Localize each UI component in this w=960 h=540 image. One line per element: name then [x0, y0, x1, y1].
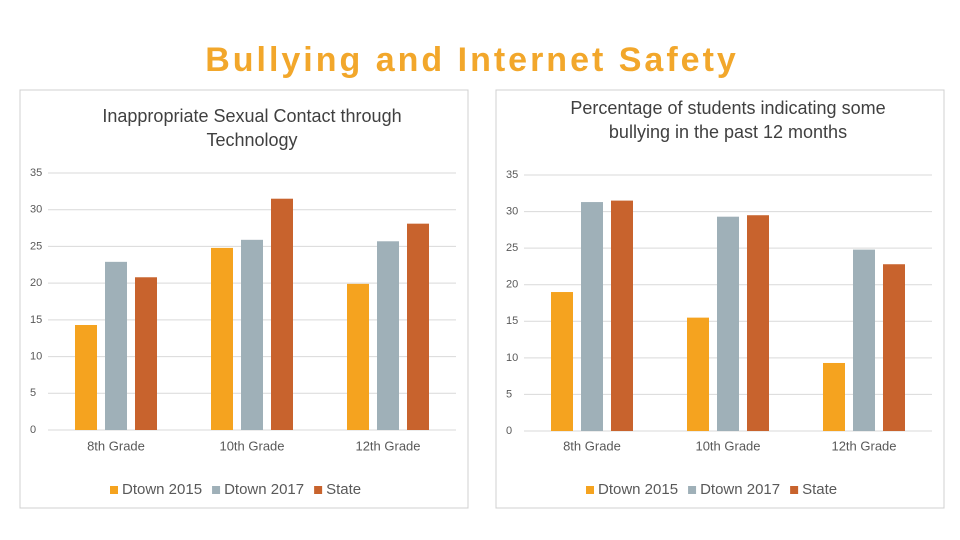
legend-label: Dtown 2015 [598, 481, 678, 498]
y-tick-label: 30 [506, 205, 518, 217]
bar [853, 249, 875, 431]
x-tick-label: 8th Grade [563, 438, 621, 453]
bar [347, 283, 369, 430]
legend-swatch [110, 486, 118, 494]
chart-title: Percentage of students indicating some b… [570, 98, 886, 142]
legend-swatch [212, 486, 221, 494]
x-tick-label: 8th Grade [87, 438, 145, 453]
x-tick-label: 10th Grade [695, 438, 760, 453]
y-tick-label: 15 [506, 315, 518, 327]
x-tick-label: 10th Grade [219, 438, 284, 453]
legend-label: Dtown 2017 [700, 481, 780, 498]
y-tick-label: 0 [30, 424, 36, 436]
y-tick-label: 35 [506, 169, 518, 181]
y-tick-label: 15 [30, 314, 42, 326]
page-title: Bullying and Internet Safety [205, 41, 739, 79]
y-tick-label: 20 [506, 279, 518, 291]
y-tick-label: 25 [30, 240, 42, 252]
y-tick-label: 5 [30, 387, 36, 399]
y-tick-label: 30 [30, 204, 42, 216]
bar [747, 215, 769, 431]
bar [581, 202, 603, 431]
legend-label: Dtown 2015 [122, 481, 202, 498]
y-tick-label: 35 [30, 167, 42, 179]
y-tick-label: 10 [30, 350, 42, 362]
legend-label: State [326, 481, 361, 498]
legend-swatch [688, 486, 697, 494]
y-tick-label: 10 [506, 352, 518, 364]
x-tick-label: 12th Grade [831, 438, 896, 453]
legend-label: Dtown 2017 [224, 481, 304, 498]
bar [241, 239, 263, 430]
legend-swatch [790, 486, 799, 494]
chart-title-box: Inappropriate Sexual Contact through Tec… [102, 106, 402, 150]
legend-swatch [314, 486, 323, 494]
bar [377, 241, 399, 430]
bar [105, 261, 127, 430]
legend-label: State [802, 481, 837, 498]
bar [271, 198, 293, 430]
bar [211, 247, 233, 430]
bar [687, 317, 709, 431]
panel [495, 89, 945, 509]
y-tick-label: 25 [506, 242, 518, 254]
x-tick-label: 12th Grade [355, 438, 420, 453]
y-tick-label: 0 [506, 425, 512, 437]
y-tick-label: 5 [506, 388, 512, 400]
y-tick-label: 20 [30, 277, 42, 289]
bar [407, 223, 429, 430]
legend-swatch [586, 486, 594, 494]
bar [551, 292, 573, 431]
bar [611, 200, 633, 431]
bar [883, 264, 905, 431]
bar [135, 277, 157, 430]
bar [75, 324, 97, 430]
panel [19, 89, 469, 509]
chart-title-box: Percentage of students indicating some b… [570, 98, 886, 142]
bar [717, 216, 739, 431]
chart-title: Inappropriate Sexual Contact through Tec… [102, 106, 402, 150]
bar [823, 362, 845, 431]
